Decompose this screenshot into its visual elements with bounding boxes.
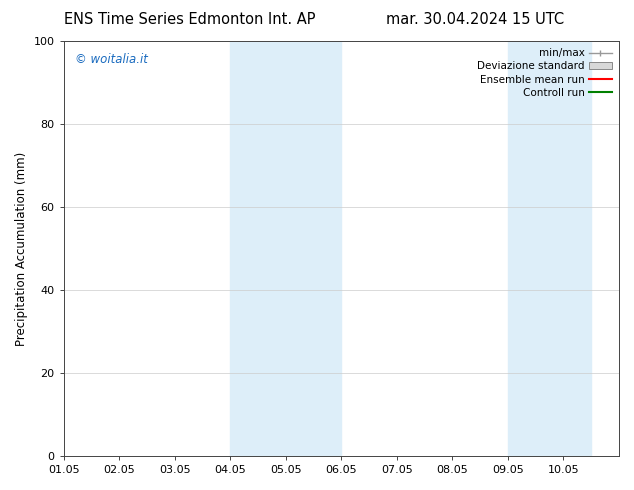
Text: mar. 30.04.2024 15 UTC: mar. 30.04.2024 15 UTC <box>387 12 564 27</box>
Y-axis label: Precipitation Accumulation (mm): Precipitation Accumulation (mm) <box>15 151 28 345</box>
Text: © woitalia.it: © woitalia.it <box>75 53 148 67</box>
Bar <box>230 41 341 456</box>
Text: ENS Time Series Edmonton Int. AP: ENS Time Series Edmonton Int. AP <box>65 12 316 27</box>
Bar <box>508 41 592 456</box>
Legend: min/max, Deviazione standard, Ensemble mean run, Controll run: min/max, Deviazione standard, Ensemble m… <box>475 46 614 100</box>
